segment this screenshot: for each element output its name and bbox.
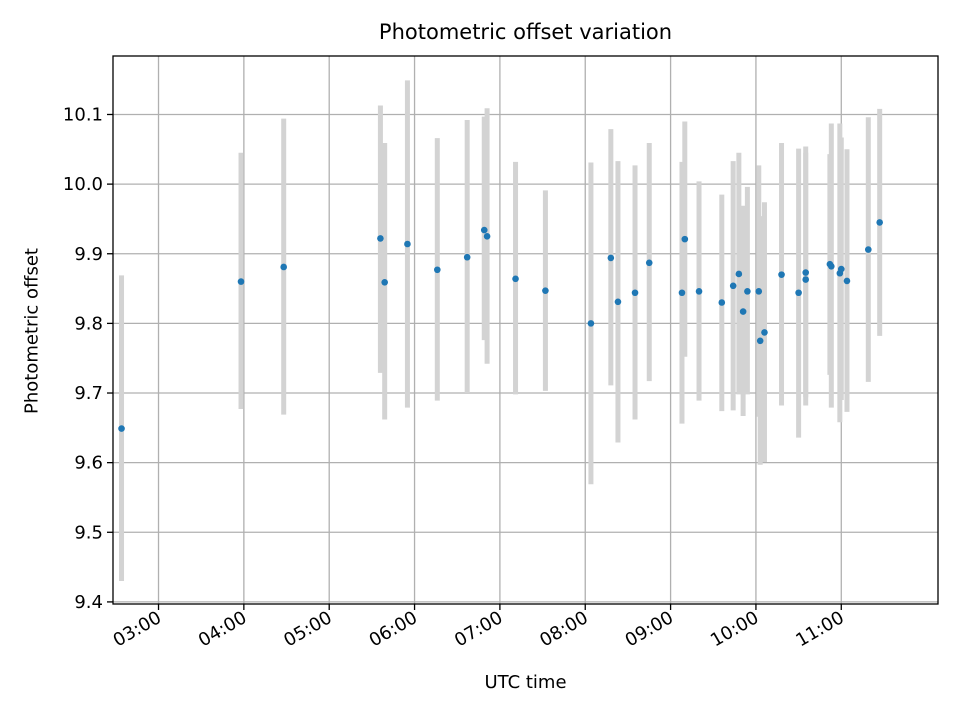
y-tick-label: 9.7 bbox=[74, 383, 103, 404]
y-axis-label: Photometric offset bbox=[21, 248, 43, 414]
data-point bbox=[480, 226, 488, 234]
data-point bbox=[542, 287, 549, 294]
data-point bbox=[607, 254, 615, 262]
x-tick-label: 05:00 bbox=[280, 607, 335, 651]
data-point bbox=[755, 288, 763, 295]
data-point bbox=[739, 308, 747, 315]
y-tick-label: 10.1 bbox=[63, 104, 103, 125]
data-point bbox=[828, 262, 835, 270]
data-point bbox=[843, 277, 851, 285]
data-point bbox=[795, 289, 802, 297]
data-points bbox=[118, 219, 883, 432]
data-point bbox=[463, 253, 471, 261]
data-point bbox=[735, 270, 743, 278]
y-tick-label: 9.8 bbox=[74, 313, 103, 334]
data-point bbox=[434, 266, 441, 274]
data-point bbox=[876, 219, 883, 226]
data-point bbox=[614, 298, 622, 306]
x-tick-label: 10:00 bbox=[707, 607, 762, 651]
y-tick-label: 9.4 bbox=[74, 592, 103, 613]
data-point bbox=[381, 279, 388, 286]
x-axis-ticks: 03:00 04:00 05:00 06:00 07:00 08:00 09:00 10:00… bbox=[110, 604, 848, 651]
x-tick-label: 11:00 bbox=[792, 607, 847, 651]
data-point bbox=[118, 425, 125, 432]
y-tick-label: 9.9 bbox=[74, 244, 103, 265]
data-point bbox=[631, 289, 639, 297]
data-point bbox=[678, 289, 686, 297]
data-point bbox=[483, 233, 491, 240]
data-point bbox=[744, 288, 751, 295]
data-point bbox=[756, 337, 764, 345]
data-point bbox=[802, 276, 810, 283]
data-point bbox=[280, 263, 287, 271]
data-point bbox=[587, 320, 595, 327]
data-point bbox=[681, 235, 689, 243]
y-tick-label: 9.5 bbox=[74, 522, 103, 543]
x-tick-label: 04:00 bbox=[195, 607, 250, 651]
data-point bbox=[837, 265, 845, 273]
y-axis-ticks: 9.4 9.5 9.6 9.7 9.8 9.9 10.0 10.1 bbox=[63, 104, 113, 613]
x-tick-label: 03:00 bbox=[110, 607, 165, 651]
data-point bbox=[237, 278, 245, 285]
grid-lines bbox=[113, 56, 938, 604]
data-point bbox=[802, 269, 810, 276]
data-point bbox=[645, 259, 653, 267]
data-point bbox=[695, 288, 703, 295]
data-point bbox=[718, 299, 726, 306]
x-tick-label: 08:00 bbox=[536, 607, 591, 651]
axes-frame bbox=[112, 55, 939, 605]
x-tick-label: 07:00 bbox=[451, 607, 506, 651]
x-tick-label: 09:00 bbox=[622, 607, 677, 651]
data-point bbox=[404, 240, 411, 248]
data-point bbox=[512, 275, 519, 283]
x-axis-label: UTC time bbox=[484, 672, 567, 693]
data-point bbox=[865, 246, 872, 253]
data-point bbox=[729, 282, 737, 290]
x-tick-label: 06:00 bbox=[366, 607, 421, 651]
data-point bbox=[377, 235, 384, 242]
y-tick-label: 9.6 bbox=[74, 453, 103, 474]
data-point bbox=[761, 329, 768, 336]
chart-title: Photometric offset variation bbox=[378, 20, 673, 44]
y-tick-label: 10.0 bbox=[63, 174, 103, 195]
data-point bbox=[778, 271, 785, 278]
